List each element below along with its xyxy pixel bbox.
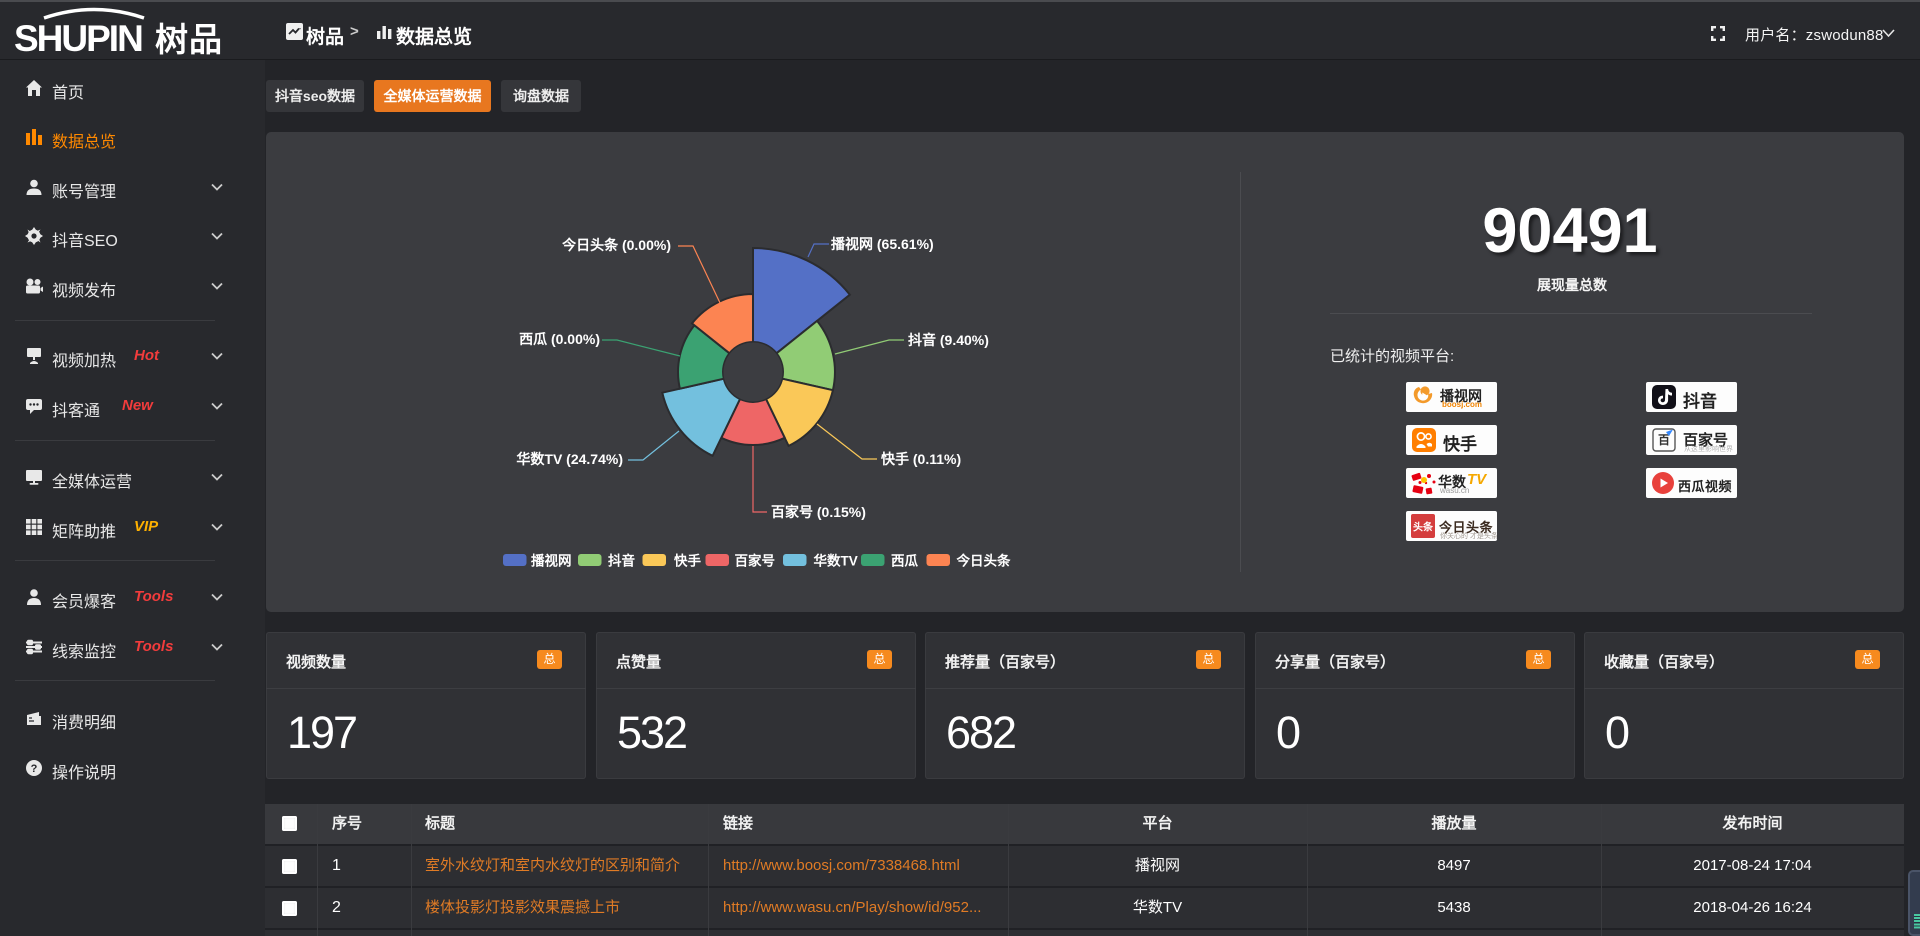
svg-text:?: ? xyxy=(31,763,38,775)
svg-text:展现量总数: 展现量总数 xyxy=(1537,277,1608,293)
svg-text:90491: 90491 xyxy=(1482,196,1657,266)
svg-text:百家号 (0.15%): 百家号 (0.15%) xyxy=(771,504,866,520)
svg-text:西瓜 (0.00%): 西瓜 (0.00%) xyxy=(519,331,600,347)
svg-text:抖音 (9.40%): 抖音 (9.40%) xyxy=(908,332,989,348)
svg-text:播视网 (65.61%): 播视网 (65.61%) xyxy=(831,236,934,252)
svg-text:头条: 头条 xyxy=(1413,521,1434,534)
svg-text:西瓜: 西瓜 xyxy=(891,554,919,569)
svg-text:今日头条: 今日头条 xyxy=(957,553,1011,569)
svg-text:华数TV: 华数TV xyxy=(814,553,858,569)
svg-text:快手: 快手 xyxy=(674,553,702,569)
svg-text:树品: 树品 xyxy=(155,21,223,58)
svg-text:已统计的视频平台:: 已统计的视频平台: xyxy=(1330,348,1454,365)
svg-text:百家号: 百家号 xyxy=(735,553,776,569)
svg-text:抖音: 抖音 xyxy=(608,553,636,569)
svg-text:华数TV (24.74%): 华数TV (24.74%) xyxy=(516,451,623,467)
svg-text:播视网: 播视网 xyxy=(531,553,572,569)
svg-text:百: 百 xyxy=(1658,433,1670,447)
svg-text:SHUPIN: SHUPIN xyxy=(14,18,142,59)
svg-text:今日头条 (0.00%): 今日头条 (0.00%) xyxy=(561,237,671,253)
svg-text:快手 (0.11%): 快手 (0.11%) xyxy=(881,451,961,467)
